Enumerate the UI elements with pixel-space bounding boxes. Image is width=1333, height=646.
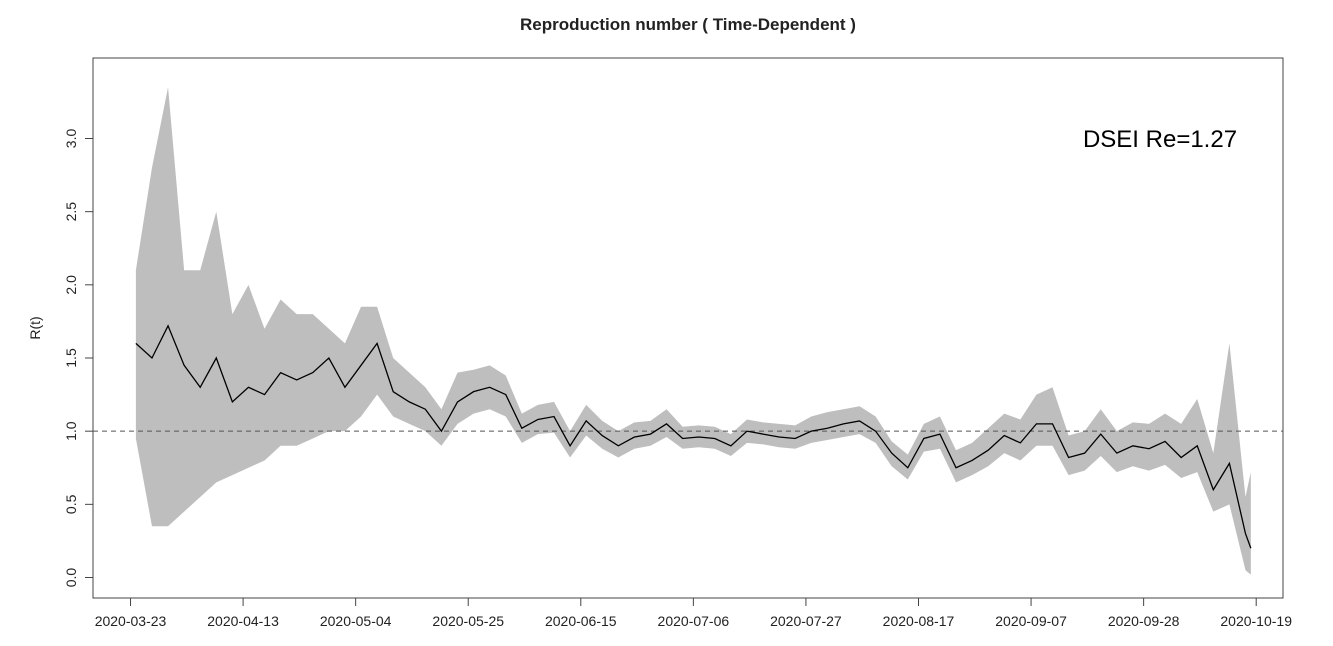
y-tick-label: 1.0 <box>63 421 79 441</box>
y-tick-label: 2.0 <box>63 275 79 295</box>
x-tick-label: 2020-08-17 <box>883 613 955 629</box>
y-tick-label: 0.5 <box>63 494 79 514</box>
x-tick-label: 2020-10-19 <box>1220 613 1292 629</box>
x-tick-label: 2020-09-28 <box>1108 613 1180 629</box>
x-tick-label: 2020-04-13 <box>207 613 279 629</box>
y-tick-label: 2.5 <box>63 202 79 222</box>
x-tick-label: 2020-07-06 <box>658 613 730 629</box>
y-tick-label: 1.5 <box>63 348 79 368</box>
r-line <box>135 324 1252 549</box>
x-tick-label: 2020-05-25 <box>432 613 504 629</box>
confidence-band <box>135 87 1251 575</box>
x-tick-label: 2020-06-15 <box>545 613 617 629</box>
x-tick-label: 2020-07-27 <box>770 613 842 629</box>
x-tick-label: 2020-03-23 <box>95 613 167 629</box>
annotation: DSEI Re=1.27 <box>1083 126 1237 153</box>
x-tick-label: 2020-09-07 <box>995 613 1067 629</box>
x-tick-label: 2020-05-04 <box>320 613 392 629</box>
plot-frame <box>92 57 1284 599</box>
y-tick-label: 0.0 <box>63 568 79 588</box>
y-tick-label: 3.0 <box>63 129 79 149</box>
chart-title: Reproduction number ( Time-Dependent ) <box>520 15 856 34</box>
y-axis-label: R(t) <box>27 316 43 339</box>
